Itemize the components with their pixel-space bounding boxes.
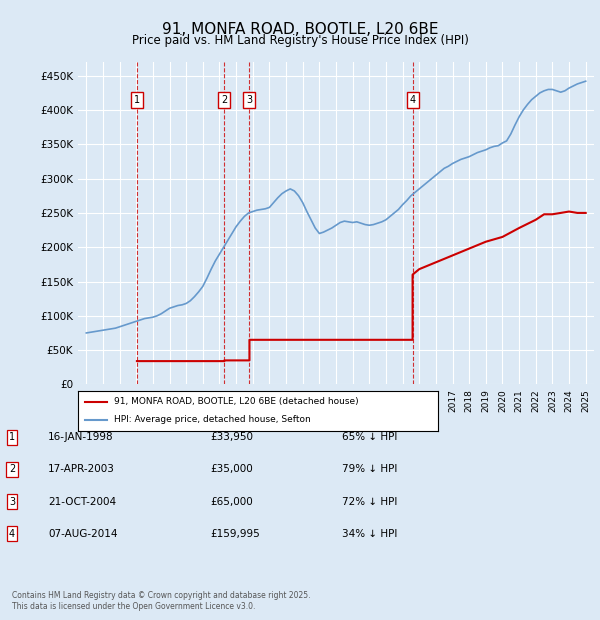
Text: £35,000: £35,000 [210,464,253,474]
Text: 2: 2 [221,95,227,105]
Text: 79% ↓ HPI: 79% ↓ HPI [342,464,397,474]
Text: 1: 1 [134,95,140,105]
Text: 34% ↓ HPI: 34% ↓ HPI [342,529,397,539]
Text: £159,995: £159,995 [210,529,260,539]
Text: 91, MONFA ROAD, BOOTLE, L20 6BE (detached house): 91, MONFA ROAD, BOOTLE, L20 6BE (detache… [114,397,359,406]
Text: 1: 1 [9,432,15,442]
Text: 21-OCT-2004: 21-OCT-2004 [48,497,116,507]
Text: HPI: Average price, detached house, Sefton: HPI: Average price, detached house, Seft… [114,415,311,424]
Text: Price paid vs. HM Land Registry's House Price Index (HPI): Price paid vs. HM Land Registry's House … [131,34,469,47]
Text: £33,950: £33,950 [210,432,253,442]
Text: 91, MONFA ROAD, BOOTLE, L20 6BE: 91, MONFA ROAD, BOOTLE, L20 6BE [162,22,438,37]
Text: 17-APR-2003: 17-APR-2003 [48,464,115,474]
Text: 4: 4 [9,529,15,539]
Text: 4: 4 [410,95,416,105]
Text: 2: 2 [9,464,15,474]
Text: 16-JAN-1998: 16-JAN-1998 [48,432,113,442]
Text: 72% ↓ HPI: 72% ↓ HPI [342,497,397,507]
Text: Contains HM Land Registry data © Crown copyright and database right 2025.
This d: Contains HM Land Registry data © Crown c… [12,591,311,611]
Text: 3: 3 [9,497,15,507]
Text: 65% ↓ HPI: 65% ↓ HPI [342,432,397,442]
Text: 07-AUG-2014: 07-AUG-2014 [48,529,118,539]
Text: £65,000: £65,000 [210,497,253,507]
Text: 3: 3 [247,95,253,105]
